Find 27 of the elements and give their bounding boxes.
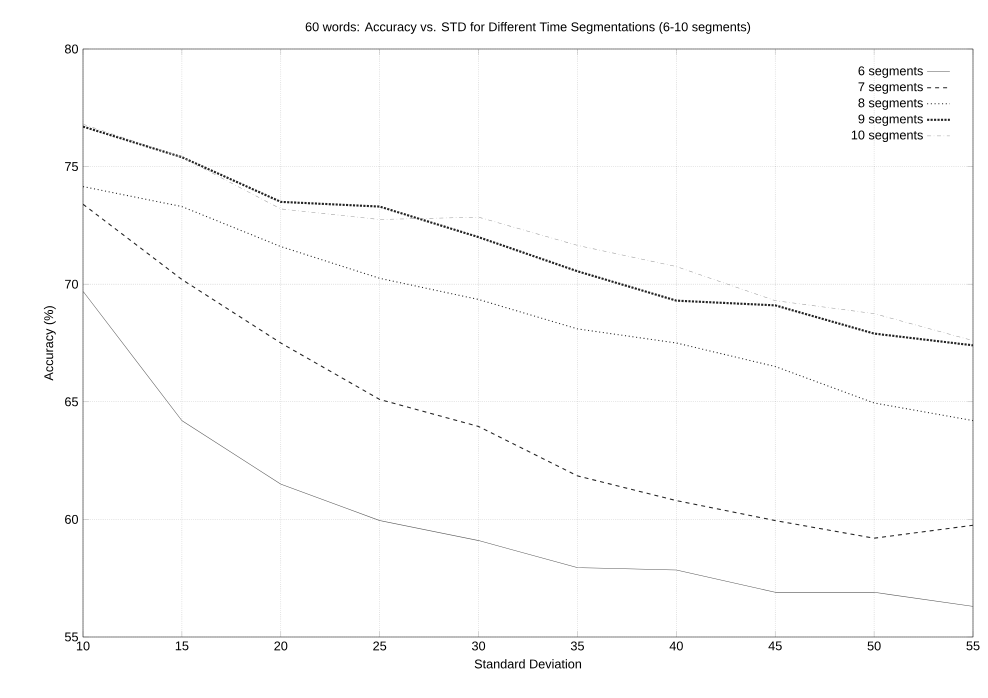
chart-title: 60 words: Accuracy vs. STD for Different Time Segmentations (6-10 segments) bbox=[306, 22, 750, 34]
legend-label: 7 segments bbox=[858, 82, 923, 94]
x-tick-label: 20 bbox=[274, 641, 288, 650]
y-tick-label: 55 bbox=[64, 632, 78, 642]
y-tick-label: 80 bbox=[64, 44, 78, 54]
legend-label: 6 segments bbox=[858, 66, 923, 78]
x-tick-label: 40 bbox=[670, 641, 683, 650]
y-tick-label: 75 bbox=[65, 162, 78, 172]
legend-label: 8 segments bbox=[858, 98, 923, 110]
line-series bbox=[83, 186, 973, 422]
x-axis-title: Standard Deviation bbox=[474, 659, 582, 668]
y-tick-label: 70 bbox=[65, 280, 78, 289]
legend-label: 9 segments bbox=[858, 114, 923, 126]
x-tick-label: 15 bbox=[176, 641, 188, 650]
x-tick-label: 55 bbox=[966, 641, 980, 650]
legend-label: 10 segments bbox=[852, 130, 923, 142]
line-series bbox=[83, 290, 973, 607]
y-tick-label: 65 bbox=[65, 397, 78, 406]
x-tick-label: 50 bbox=[868, 641, 881, 650]
x-tick-label: 10 bbox=[76, 641, 90, 650]
y-axis-title: Accuracy (%) bbox=[44, 306, 56, 381]
line-series bbox=[83, 204, 973, 539]
x-tick-label: 35 bbox=[570, 641, 584, 650]
x-tick-label: 45 bbox=[768, 641, 782, 650]
x-tick-label: 30 bbox=[472, 641, 486, 650]
x-tick-label: 25 bbox=[373, 641, 386, 650]
y-tick-label: 60 bbox=[65, 514, 78, 524]
